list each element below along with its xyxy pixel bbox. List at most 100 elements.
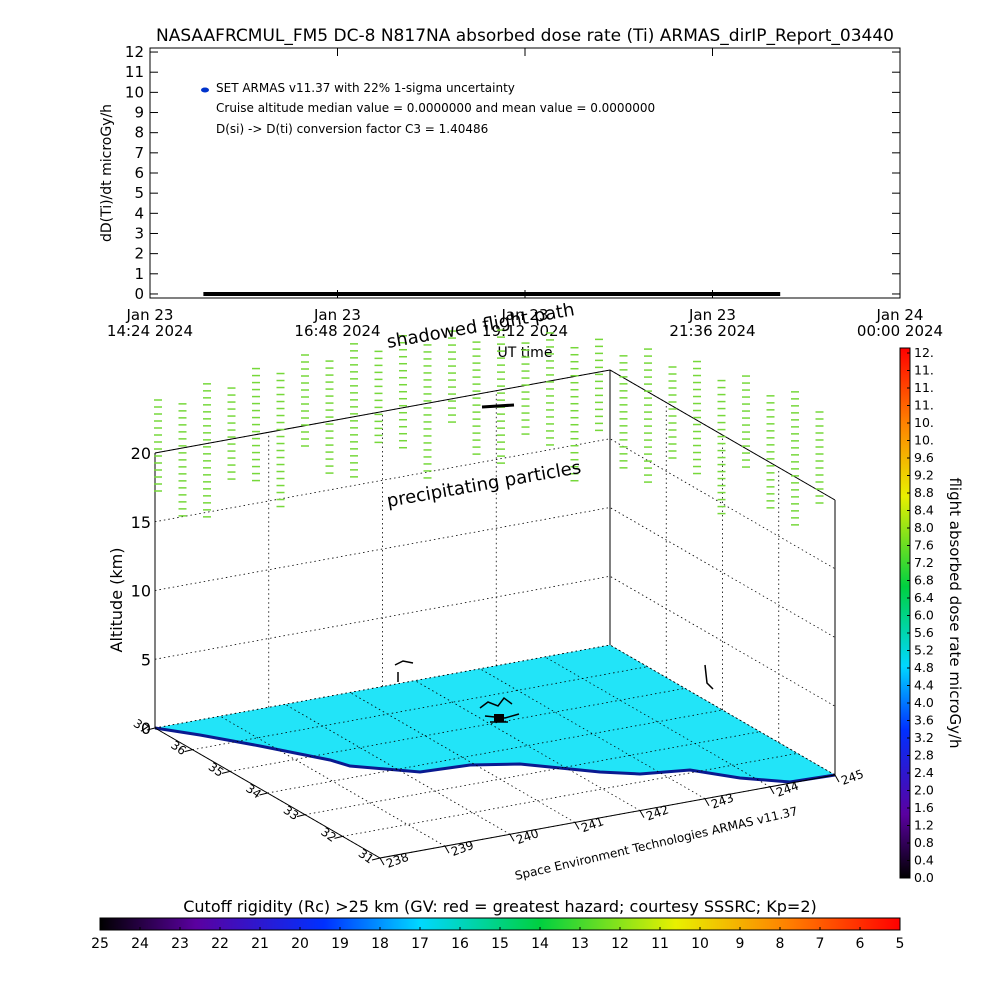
- colorbar-tick-label: 7.2: [914, 555, 934, 570]
- x-tick-label: 19:12 2024: [482, 322, 568, 340]
- legend-label: SET ARMAS v11.37 with 22% 1-sigma uncert…: [216, 81, 515, 95]
- z-tick-label: 0: [141, 719, 151, 738]
- x-tick-label: Jan 24: [876, 306, 924, 324]
- colorbar-tick-label: 11: [651, 936, 669, 952]
- colorbar-tick-label: 2.4: [914, 765, 934, 780]
- dose-colorbar: 0.0 0.4 0.8 1.2 1.6 2.0 2.4 2.8 3.2 3.6 4.0 4.4 4.8 5…: [899, 345, 964, 885]
- colorbar-tick-label: 1.2: [914, 818, 934, 833]
- colorbar-tick-label: 3.2: [914, 730, 934, 745]
- colorbar: [899, 347, 911, 879]
- coastline: [154, 726, 836, 784]
- y-tick-label: 9: [134, 104, 144, 122]
- y-tick-label: 35: [206, 760, 227, 780]
- y-tick-label: 1: [134, 265, 144, 283]
- grid-line: [414, 680, 641, 811]
- colorbar-tick-label: 0.4: [914, 853, 934, 868]
- x-tick: [574, 822, 580, 830]
- rigidity-colorbar: 25 24 23 22 21 20 19 18 17 16 15 14 13 12 11 10 9 8 7 6 5 Cut…: [91, 897, 904, 952]
- grid-line: [304, 731, 761, 816]
- grid-line: [349, 692, 576, 823]
- colorbar-tick-label: 1.6: [914, 800, 934, 815]
- y-tick-label: 11: [125, 63, 144, 81]
- z-tick-label: 20: [131, 444, 151, 463]
- colorbar-tick-label: 2.8: [914, 748, 934, 763]
- colorbar-label: Cutoff rigidity (Rc) >25 km (GV: red = g…: [183, 897, 817, 916]
- x-axis-label: UT time: [498, 345, 553, 361]
- annotation: D(si) -> D(ti) conversion factor C3 = 1.…: [216, 122, 488, 136]
- colorbar-tick-label: 11.: [914, 380, 934, 395]
- colorbar-tick-label: 6.0: [914, 608, 934, 623]
- grid-line: [479, 668, 706, 800]
- grid-line: [154, 727, 381, 859]
- legend-marker: [201, 87, 209, 93]
- z-tick-label: 5: [141, 650, 151, 669]
- colorbar-tick-label: 10.: [914, 415, 934, 430]
- z-tick-label: 15: [131, 513, 151, 532]
- x-tick: [379, 857, 385, 866]
- colorbar-tick-label: 5: [896, 936, 905, 952]
- y-tick-label: 6: [134, 164, 144, 182]
- x-tick: [834, 774, 840, 783]
- colorbar-tick-label: 7.6: [914, 538, 934, 553]
- y-tick-label: 32: [318, 825, 339, 845]
- x-tick-label: 14:24 2024: [107, 322, 193, 340]
- colorbar-tick-label: 8: [776, 936, 785, 952]
- x-tick: [704, 798, 710, 806]
- x-tick-label: 21:36 2024: [669, 322, 755, 340]
- y-tick-label: 3: [134, 224, 144, 242]
- y-tick: [221, 770, 231, 774]
- colorbar-tick-label: 4.8: [914, 660, 934, 675]
- y-tick-label: 10: [125, 83, 144, 101]
- colorbar-label: flight absorbed dose rate microGy/h: [946, 477, 964, 748]
- grid-line: [379, 774, 836, 859]
- colorbar-tick-label: 25: [91, 936, 109, 952]
- y-tick: [334, 835, 343, 839]
- colorbar-tick-label: 17: [411, 936, 429, 952]
- z-tick-label: 10: [131, 582, 151, 601]
- x-tick-label: 00:00 2024: [857, 322, 943, 340]
- colorbar-tick-label: 6.4: [914, 590, 934, 605]
- y-tick-label: 36: [168, 738, 189, 758]
- x-tick-label: 238: [384, 850, 410, 871]
- colorbar-tick-label: 16: [451, 936, 469, 952]
- x-tick-label: 245: [839, 767, 865, 788]
- colorbar-tick-label: 4.4: [914, 678, 934, 693]
- colorbar-tick-label: 19: [331, 936, 349, 952]
- grid-line: [154, 575, 836, 707]
- y-tick: [296, 814, 306, 818]
- colorbar-tick-label: 11.: [914, 363, 934, 378]
- y-tick: [259, 792, 268, 796]
- colorbar-tick-label: 10: [691, 936, 709, 952]
- colorbar-tick-label: 2.0: [914, 783, 934, 798]
- x-tick: [444, 845, 450, 854]
- x-tick-label: Jan 23: [313, 306, 361, 324]
- y-tick-label: 8: [134, 124, 144, 142]
- colorbar-tick-label: 6.8: [914, 573, 934, 588]
- grid-line: [284, 703, 511, 835]
- x-tick-label: Jan 23: [501, 306, 549, 324]
- colorbar-tick-label: 24: [131, 936, 149, 952]
- colorbar-tick-label: 5.2: [914, 643, 934, 658]
- colorbar-tick-label: 9: [736, 936, 745, 952]
- colorbar-tick-label: 18: [371, 936, 389, 952]
- x-tick: [509, 834, 515, 842]
- x-tick-label: 241: [579, 814, 605, 835]
- colorbar-tick-label: 0.8: [914, 835, 934, 850]
- colorbar-tick-label: 12.: [914, 345, 934, 360]
- x-tick-label: 16:48 2024: [294, 322, 380, 340]
- z-axis-label: Altitude (km): [107, 548, 126, 653]
- grid-line: [544, 656, 771, 788]
- colorbar-tick-label: 3.6: [914, 713, 934, 728]
- colorbar-tick-label: 8.4: [914, 503, 934, 518]
- colorbar-tick-label: 6: [856, 936, 865, 952]
- colorbar-tick-label: 0.0: [914, 870, 934, 885]
- annotation: precipitating particles: [385, 457, 582, 512]
- x-tick: [769, 786, 775, 795]
- grid-line: [154, 507, 836, 638]
- x-tick-label: 239: [449, 838, 475, 859]
- x-tick: [639, 810, 645, 818]
- colorbar-tick-label: 23: [171, 936, 189, 952]
- y-tick-label: 2: [134, 245, 144, 263]
